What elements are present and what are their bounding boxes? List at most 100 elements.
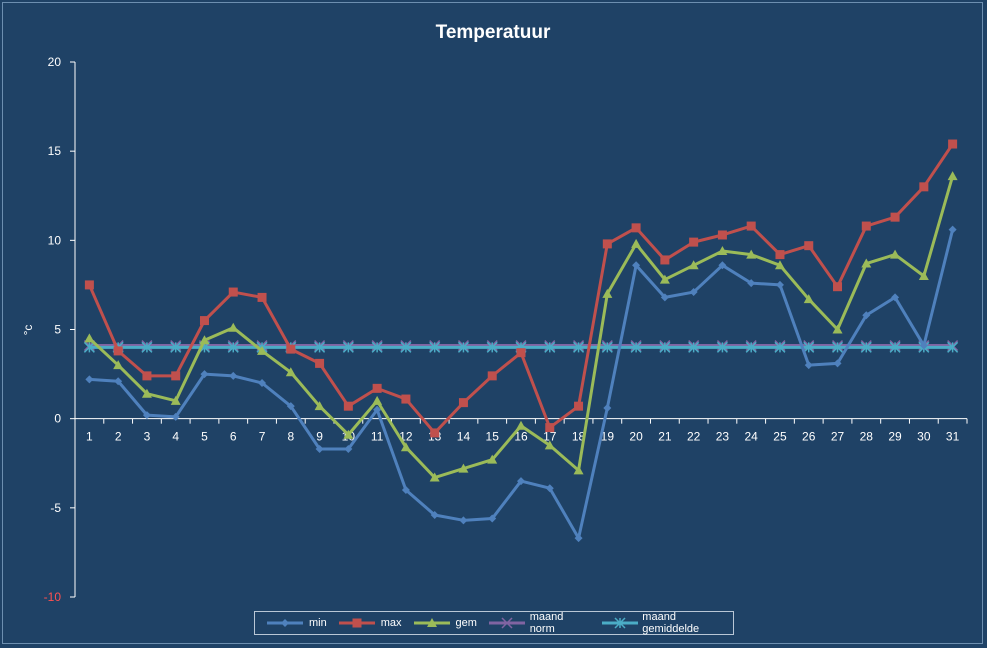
data-point	[459, 516, 468, 525]
data-point	[544, 341, 556, 353]
data-point	[889, 341, 901, 353]
data-point	[517, 477, 525, 486]
y-tick-label: -10	[44, 590, 62, 604]
data-point	[83, 341, 95, 353]
series-max	[84, 139, 958, 438]
data-point	[487, 371, 497, 381]
data-point	[84, 280, 94, 290]
legend-label: maand gemiddelde	[642, 611, 700, 635]
data-point	[344, 444, 353, 453]
x-tick-label: 17	[543, 430, 557, 444]
data-point	[285, 367, 296, 377]
legend-item-gem: gem	[412, 616, 477, 630]
x-tick-label: 8	[287, 430, 294, 444]
data-point	[429, 472, 440, 482]
data-point	[919, 182, 929, 192]
x-tick-label: 29	[888, 430, 902, 444]
y-tick-label: 0	[54, 412, 61, 426]
series-maand-gemiddelde	[83, 341, 959, 353]
legend-label: gem	[455, 617, 477, 629]
data-point	[229, 371, 238, 380]
data-point	[258, 379, 267, 387]
data-point	[746, 249, 757, 259]
x-tick-label: 2	[115, 430, 122, 444]
legend-swatch	[413, 618, 450, 627]
legend-marker	[352, 618, 362, 628]
data-point	[401, 394, 411, 404]
data-point	[200, 370, 209, 379]
data-point	[918, 271, 929, 280]
data-point	[400, 442, 411, 452]
data-point	[746, 221, 756, 231]
data-point	[862, 311, 871, 320]
data-point	[947, 341, 959, 353]
data-point	[631, 238, 642, 248]
data-point	[430, 510, 439, 519]
data-point	[544, 440, 555, 450]
data-point	[861, 221, 871, 231]
data-point	[775, 250, 785, 260]
data-point	[574, 401, 584, 411]
legend-swatch	[488, 617, 525, 629]
series-gem	[84, 171, 958, 482]
data-point	[430, 428, 440, 438]
data-point	[142, 371, 152, 381]
series-line	[89, 229, 955, 540]
data-point	[315, 358, 325, 368]
x-tick-label: 3	[144, 430, 151, 444]
data-point	[171, 412, 180, 421]
data-point	[689, 288, 698, 297]
x-tick-label: 16	[514, 430, 528, 444]
data-point	[315, 444, 324, 453]
data-point	[372, 383, 382, 393]
y-tick-label: 10	[48, 233, 62, 247]
data-point	[227, 341, 239, 353]
x-tick-label: 1	[86, 430, 93, 444]
x-tick-label: 23	[716, 430, 730, 444]
data-point	[486, 341, 498, 353]
data-point	[717, 246, 728, 256]
data-point	[891, 293, 900, 302]
data-point	[659, 341, 671, 353]
data-point	[314, 341, 326, 353]
data-point	[458, 463, 469, 473]
legend-marker	[426, 618, 437, 627]
data-point	[457, 341, 469, 353]
data-point	[660, 293, 669, 302]
series-layer	[83, 139, 959, 543]
axes: 20151050-5-10123456789101112131415161718…	[44, 55, 968, 604]
data-point	[601, 341, 613, 353]
legend-swatch	[601, 617, 638, 629]
data-point	[114, 377, 123, 386]
x-tick-label: 7	[259, 430, 266, 444]
y-tick-label: 20	[48, 55, 62, 69]
data-point	[832, 324, 843, 334]
data-point	[718, 261, 727, 270]
data-point	[803, 341, 815, 353]
data-point	[774, 341, 786, 353]
data-point	[630, 341, 642, 353]
data-point	[84, 333, 95, 343]
y-tick-label: -5	[50, 501, 61, 515]
data-point	[342, 341, 354, 353]
y-axis-label: °c	[21, 325, 35, 336]
data-point	[774, 260, 785, 270]
x-tick-label: 27	[831, 430, 845, 444]
data-point	[286, 402, 295, 411]
data-point	[688, 341, 700, 353]
data-point	[488, 514, 497, 523]
legend-marker	[501, 617, 513, 629]
data-point	[660, 255, 670, 265]
data-point	[113, 360, 124, 370]
data-point	[545, 423, 555, 433]
y-tick-label: 15	[48, 144, 62, 158]
legend-swatch	[267, 619, 303, 627]
data-point	[833, 282, 843, 292]
legend-label: maand norm	[529, 611, 564, 635]
data-point	[689, 237, 699, 247]
data-point	[573, 341, 585, 353]
series-line	[88, 143, 954, 435]
data-point	[257, 345, 268, 355]
